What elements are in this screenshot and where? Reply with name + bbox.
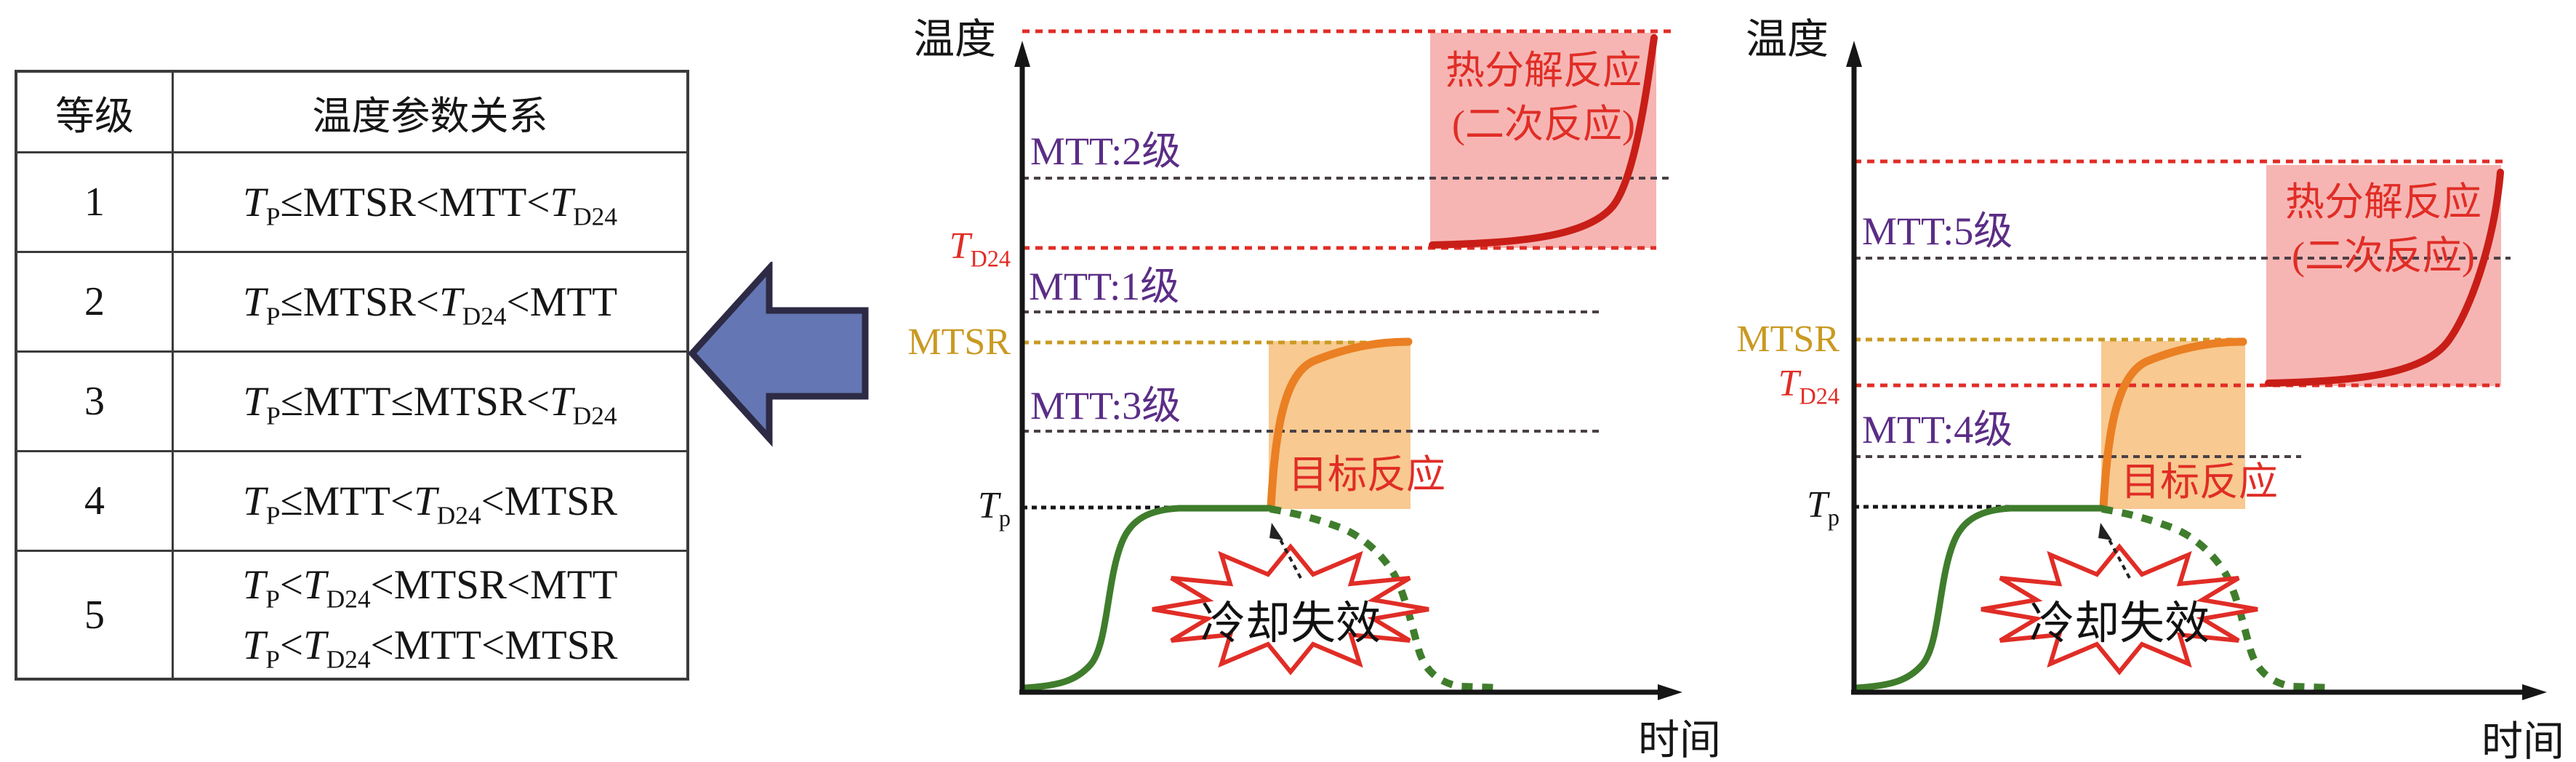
relation-formula: TP<TD24<MTSR<MTT bbox=[242, 561, 618, 613]
table-row: 3 TP≤MTT≤MTSR<TD24 bbox=[17, 350, 686, 450]
decomposition-runaway-curve bbox=[1429, 34, 1658, 249]
chart-right-graphics bbox=[1846, 41, 2547, 700]
relation-formula: TP≤MTT<TD24<MTSR bbox=[242, 478, 618, 529]
tp-label: Tp bbox=[977, 485, 1011, 532]
decomposition-runaway-curve bbox=[2265, 169, 2504, 387]
chart-scenario-right: 温度 时间 MTT:5级 MTSR TD24 MTT:4级 Tp 热分解反应 (… bbox=[1736, 0, 2576, 762]
level-cell: 2 bbox=[17, 253, 174, 350]
process-temperature-curve-dashed bbox=[2101, 505, 2333, 691]
x-axis-arrowhead bbox=[2522, 684, 2547, 700]
decomposition-label-line1: 热分解反应 bbox=[1445, 49, 1642, 92]
table-row: 1 TP≤MTSR<MTT<TD24 bbox=[17, 151, 686, 251]
mtt-level5-label: MTT:5级 bbox=[1862, 209, 2013, 253]
table-row: 5 TP<TD24<MTSR<MTT TP<TD24<MTT<MTSR bbox=[17, 550, 686, 678]
relation-formula: TP≤MTSR<TD24<MTT bbox=[242, 278, 618, 330]
x-axis-label: 时间 bbox=[2481, 719, 2564, 762]
target-reaction-label: 目标反应 bbox=[2121, 460, 2278, 504]
td24-label: TD24 bbox=[1778, 363, 1839, 409]
failure-point-pointer-line bbox=[1275, 532, 1302, 579]
target-reaction-region bbox=[1269, 341, 1411, 509]
target-reaction-region bbox=[2101, 341, 2245, 509]
y-axis-arrowhead bbox=[1846, 41, 1862, 67]
relation-formula: TP≤MTT≤MTSR<TD24 bbox=[243, 378, 617, 430]
mtsr-label: MTSR bbox=[907, 321, 1011, 363]
target-reaction-curve bbox=[1267, 337, 1413, 512]
mtt-level3-label: MTT:3级 bbox=[1030, 384, 1181, 428]
level-cell: 5 bbox=[17, 552, 174, 678]
process-temperature-curve-solid bbox=[1853, 505, 2106, 691]
table-header-relation: 温度参数关系 bbox=[312, 94, 548, 138]
table-row: 4 TP≤MTT<TD24<MTSR bbox=[17, 450, 686, 550]
chart-left-graphics bbox=[1014, 29, 1682, 700]
target-reaction-label: 目标反应 bbox=[1288, 453, 1445, 497]
failure-point-pointer-head bbox=[1269, 523, 1283, 540]
mtsr-label: MTSR bbox=[1736, 318, 1839, 360]
level-cell: 3 bbox=[17, 353, 174, 450]
cooling-failure-label: 冷却失效 bbox=[1200, 599, 1381, 649]
decomposition-region bbox=[2266, 165, 2501, 386]
mtt-level2-label: MTT:2级 bbox=[1030, 129, 1181, 173]
process-temperature-curve-dashed bbox=[1269, 505, 1501, 691]
y-axis-label: 温度 bbox=[913, 17, 996, 63]
failure-point-pointer-line bbox=[2104, 532, 2131, 579]
decomposition-label-line2: (二次反应) bbox=[1452, 103, 1635, 146]
left-pointing-block-arrow bbox=[688, 262, 869, 447]
cooling-failure-label: 冷却失效 bbox=[2029, 599, 2210, 649]
block-arrow-shape bbox=[688, 262, 869, 447]
cooling-failure-starburst bbox=[1152, 543, 1429, 675]
x-axis-label: 时间 bbox=[1638, 718, 1721, 762]
mtt-level1-label: MTT:1级 bbox=[1029, 265, 1180, 308]
process-temperature-curve-solid bbox=[1022, 505, 1274, 691]
decomposition-region bbox=[1430, 33, 1656, 248]
relation-formula: TP<TD24<MTT<MTSR bbox=[242, 622, 618, 673]
level-cell: 1 bbox=[17, 153, 174, 251]
decomposition-label-line1: 热分解反应 bbox=[2285, 180, 2481, 224]
target-reaction-curve bbox=[2099, 337, 2247, 512]
x-axis-arrowhead bbox=[1658, 684, 1682, 700]
table-header-level: 等级 bbox=[17, 73, 174, 151]
td24-label: TD24 bbox=[949, 225, 1011, 272]
table-row: 2 TP≤MTSR<TD24<MTT bbox=[17, 251, 686, 350]
decomposition-label-line2: (二次反应) bbox=[2292, 234, 2475, 278]
risk-level-table: 等级 温度参数关系 1 TP≤MTSR<MTT<TD24 2 TP≤MTSR<T… bbox=[15, 70, 689, 681]
tp-label: Tp bbox=[1806, 484, 1839, 531]
y-axis-label: 温度 bbox=[1746, 17, 1829, 63]
level-cell: 4 bbox=[17, 452, 174, 550]
table-header-row: 等级 温度参数关系 bbox=[17, 73, 686, 151]
mtt-level4-label: MTT:4级 bbox=[1862, 408, 2013, 452]
y-axis-arrowhead bbox=[1014, 41, 1030, 67]
cooling-failure-starburst bbox=[1981, 543, 2258, 675]
relation-formula: TP≤MTSR<MTT<TD24 bbox=[242, 179, 618, 230]
failure-point-pointer-head bbox=[2098, 523, 2112, 540]
chart-scenario-left: 温度 时间 MTT:2级 TD24 MTT:1级 MTSR MTT:3级 Tp … bbox=[907, 0, 1721, 762]
